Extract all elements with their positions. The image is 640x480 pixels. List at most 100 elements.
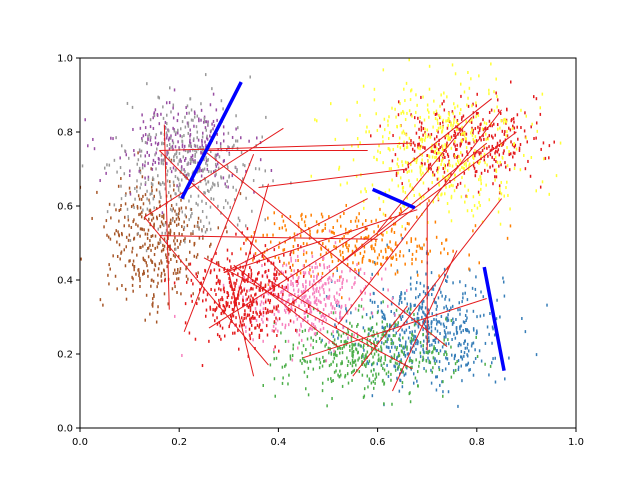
data-point — [409, 302, 412, 306]
data-point — [292, 245, 295, 248]
data-point — [261, 317, 263, 321]
data-point — [147, 255, 150, 259]
data-point — [258, 288, 261, 292]
data-point — [426, 351, 429, 355]
data-point — [341, 316, 343, 320]
data-point — [297, 294, 300, 298]
data-point — [302, 252, 305, 256]
data-point — [193, 224, 196, 228]
data-point — [352, 369, 354, 373]
red-segment — [144, 127, 284, 218]
data-point — [282, 376, 284, 380]
data-point — [440, 93, 442, 97]
data-point — [404, 262, 406, 266]
data-point — [492, 136, 494, 140]
data-point — [433, 345, 435, 349]
data-point — [422, 290, 425, 294]
data-point — [175, 151, 178, 155]
data-point — [337, 336, 339, 340]
x-tick-label: 0.2 — [171, 437, 187, 448]
data-point — [153, 294, 155, 298]
data-point — [439, 349, 442, 353]
data-point — [188, 262, 190, 266]
data-point — [493, 168, 496, 172]
data-point — [235, 188, 237, 192]
data-point — [222, 159, 225, 163]
data-point — [273, 348, 275, 352]
data-point — [374, 377, 376, 381]
data-point — [269, 299, 272, 303]
data-point — [235, 323, 237, 327]
data-point — [157, 174, 159, 178]
data-point — [361, 338, 364, 342]
data-point — [385, 250, 387, 254]
data-point — [226, 248, 229, 252]
data-point — [183, 238, 185, 242]
data-point — [503, 132, 506, 136]
data-point — [284, 364, 286, 368]
data-point — [313, 291, 316, 295]
data-point — [509, 224, 512, 228]
data-point — [105, 171, 107, 175]
data-point — [441, 102, 443, 106]
data-point — [91, 216, 93, 220]
data-point — [244, 309, 246, 313]
data-point — [182, 227, 185, 231]
data-point — [487, 169, 489, 173]
data-point — [394, 368, 397, 372]
data-point — [284, 310, 287, 314]
data-point — [138, 148, 141, 152]
data-point — [166, 152, 168, 156]
data-point — [447, 154, 450, 158]
data-point — [128, 174, 131, 178]
data-point — [288, 293, 290, 297]
data-point — [191, 157, 194, 161]
data-point — [506, 108, 508, 112]
data-point — [380, 345, 382, 349]
data-point — [502, 142, 504, 146]
data-point — [172, 126, 174, 130]
data-point — [401, 225, 403, 229]
data-point — [405, 81, 408, 85]
data-point — [398, 299, 401, 303]
data-point — [416, 379, 418, 383]
data-point — [419, 165, 421, 169]
data-point — [222, 139, 225, 143]
data-point — [303, 311, 306, 315]
data-point — [444, 145, 447, 149]
data-point — [326, 296, 328, 300]
data-point — [457, 154, 459, 158]
data-point — [293, 301, 295, 305]
data-point — [290, 282, 292, 286]
data-point — [350, 335, 353, 339]
data-point — [158, 190, 161, 194]
data-point — [388, 131, 391, 135]
data-point — [259, 323, 261, 327]
data-point — [421, 140, 423, 144]
data-point — [427, 327, 429, 331]
data-point — [455, 185, 458, 189]
data-point — [286, 299, 289, 303]
data-point — [504, 117, 506, 121]
data-point — [470, 131, 472, 135]
data-point — [302, 298, 305, 302]
data-point — [160, 279, 163, 283]
data-point — [182, 155, 185, 159]
data-point — [395, 331, 398, 335]
data-point — [397, 165, 400, 169]
data-point — [137, 151, 139, 155]
data-point — [427, 187, 430, 191]
data-point — [293, 269, 295, 273]
data-point — [125, 235, 128, 239]
data-point — [157, 156, 160, 160]
data-point — [472, 161, 475, 165]
data-point — [428, 360, 431, 364]
data-point — [413, 323, 416, 327]
data-point — [333, 349, 335, 353]
data-point — [441, 192, 443, 196]
data-point — [445, 279, 447, 283]
data-point — [250, 235, 253, 239]
red-segment — [159, 142, 413, 151]
data-point — [216, 322, 219, 326]
data-point — [108, 282, 110, 286]
